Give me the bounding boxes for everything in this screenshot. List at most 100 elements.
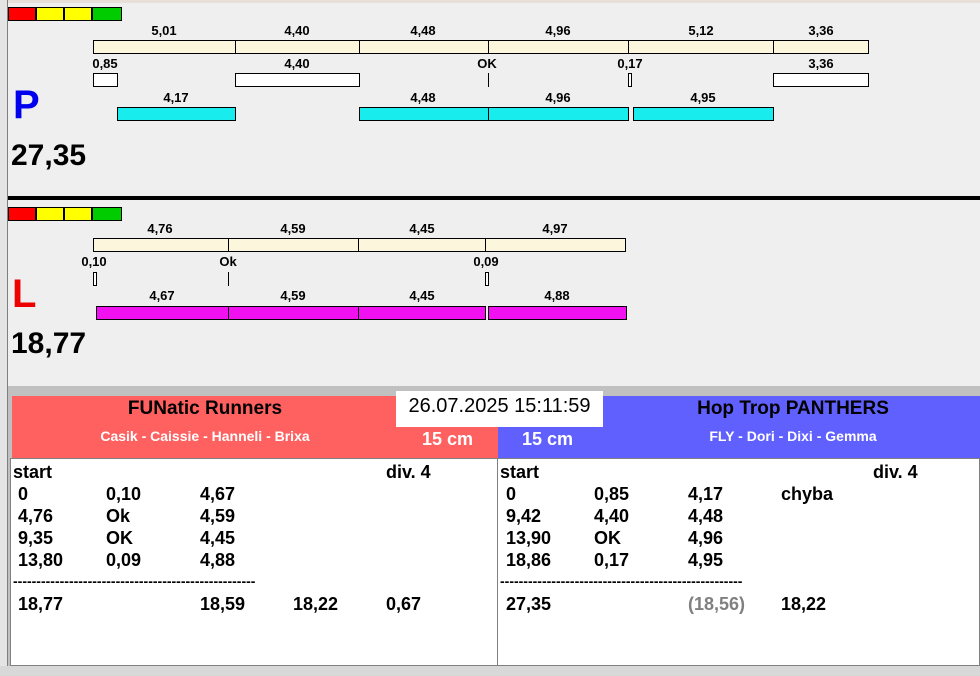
table-cell: 0,17: [594, 550, 630, 570]
signal-light-red: [8, 207, 36, 221]
table-cell: 4,95: [688, 550, 724, 570]
division-label: div. 4: [386, 462, 431, 482]
signal-light-yellow: [64, 207, 92, 221]
reaction-bar: [773, 73, 869, 87]
reaction-bar: [93, 272, 97, 286]
summary-cell: 18,77: [18, 594, 64, 614]
run-label: 4,95: [690, 90, 716, 105]
split-label: 3,36: [808, 23, 834, 38]
table-cell: 9,35: [18, 528, 54, 548]
table-cell: 13,90: [506, 528, 552, 548]
start-label: start: [500, 462, 540, 482]
table-cell: 4,88: [200, 550, 236, 570]
panel-l: 4,76 4,59 4,45 4,97 0,10 Ok 0,09 4,67 4,…: [8, 200, 980, 386]
lane-letter: L: [12, 272, 37, 316]
split-label: 4,59: [280, 221, 306, 236]
lane-total-time: 18,77: [11, 327, 87, 360]
table-cell: 4,40: [594, 506, 630, 526]
run-bar: [117, 107, 236, 121]
summary-cell: 18,59: [200, 594, 246, 614]
summary-cell: 18,22: [781, 594, 827, 614]
split-bar: [93, 40, 236, 54]
signal-light-yellow: [36, 207, 64, 221]
signal-light-green: [92, 207, 122, 221]
table-cell: 9,42: [506, 506, 542, 526]
run-label: 4,59: [280, 288, 306, 303]
reaction-label: Ok: [219, 254, 237, 269]
ok-marker: [228, 272, 229, 286]
signal-light-red: [8, 7, 36, 21]
summary-cell: 18,22: [293, 594, 339, 614]
table-cell: 4,59: [200, 506, 236, 526]
split-label: 4,40: [284, 23, 310, 38]
ok-marker: [488, 73, 489, 87]
team-cm: 15 cm: [522, 429, 574, 449]
split-label: 5,12: [688, 23, 714, 38]
run-bar: [488, 107, 629, 121]
results-table-right: start div. 4 0 0,85 4,17 chyba 9,42 4,40…: [497, 458, 980, 666]
table-cell: 4,67: [200, 484, 236, 504]
reaction-bar: [235, 73, 360, 87]
run-label: 4,48: [410, 90, 436, 105]
bottom-strip: [0, 666, 980, 676]
reaction-label: OK: [477, 56, 497, 71]
reaction-label: 0,09: [473, 254, 499, 269]
reaction-bar: [93, 73, 118, 87]
reaction-label: 4,40: [284, 56, 310, 71]
reaction-label: 0,10: [81, 254, 107, 269]
run-label: 4,17: [163, 90, 189, 105]
divider-dashes: ----------------------------------------…: [500, 573, 743, 589]
split-bar: [235, 40, 360, 54]
split-bar: [228, 238, 359, 252]
reaction-label: 3,36: [808, 56, 834, 71]
table-cell: OK: [594, 528, 621, 548]
run-bar: [96, 306, 229, 320]
table-cell: 4,76: [18, 506, 54, 526]
split-bar: [93, 238, 229, 252]
table-cell: 4,96: [688, 528, 724, 548]
run-label: 4,67: [149, 288, 175, 303]
summary-cell: 0,67: [386, 594, 422, 614]
reaction-label: 0,17: [617, 56, 643, 71]
signal-light-yellow: [64, 7, 92, 21]
team-members: FLY - Dori - Dixi - Gemma: [709, 428, 877, 444]
table-cell: 0: [18, 484, 29, 504]
run-bar: [633, 107, 774, 121]
division-label: div. 4: [873, 462, 918, 482]
split-label: 4,45: [409, 221, 435, 236]
split-label: 4,97: [542, 221, 568, 236]
start-label: start: [13, 462, 53, 482]
team-cm: 15 cm: [422, 429, 474, 449]
table-cell: 0: [506, 484, 517, 504]
panel-p: 5,01 4,40 4,48 4,96 5,12 3,36 0,85 4,40 …: [8, 0, 980, 199]
team-name: Hop Trop PANTHERS: [697, 398, 889, 419]
signal-light-green: [92, 7, 122, 21]
summary-cell: 27,35: [506, 594, 552, 614]
run-bar: [358, 306, 486, 320]
split-label: 5,01: [151, 23, 177, 38]
run-bar: [228, 306, 359, 320]
split-bar: [359, 40, 489, 54]
run-label: 4,45: [409, 288, 435, 303]
run-bar: [359, 107, 489, 121]
table-cell: 13,80: [18, 550, 64, 570]
split-bar: [358, 238, 486, 252]
split-label: 4,48: [410, 23, 436, 38]
window-left-edge: [0, 0, 8, 676]
lane-total-time: 27,35: [11, 139, 87, 172]
table-cell: Ok: [106, 506, 131, 526]
table-cell: 0,09: [106, 550, 142, 570]
team-name: FUNatic Runners: [127, 398, 283, 419]
split-bar: [488, 40, 629, 54]
split-label: 4,76: [147, 221, 173, 236]
run-label: 4,88: [544, 288, 570, 303]
team-members: Casik - Caissie - Hanneli - Brixa: [100, 428, 310, 444]
panel-separator: [8, 196, 980, 200]
reaction-bar: [628, 73, 632, 87]
split-bar: [485, 238, 626, 252]
reaction-label: 0,85: [92, 56, 118, 71]
table-cell: 4,17: [688, 484, 724, 504]
table-cell: 0,10: [106, 484, 142, 504]
table-cell: 18,86: [506, 550, 552, 570]
results-table-left: start div. 4 0 0,10 4,67 4,76 Ok 4,59 9,…: [10, 458, 498, 666]
